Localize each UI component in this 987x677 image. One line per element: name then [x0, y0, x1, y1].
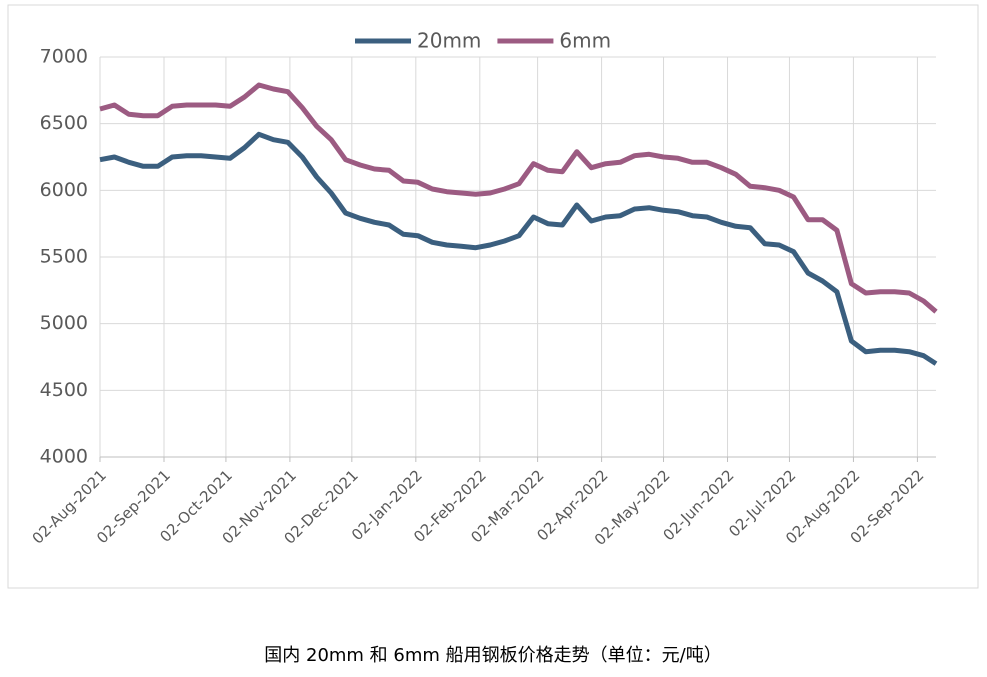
- y-tick-label: 5500: [40, 246, 88, 268]
- caption: 国内 20mm 和 6mm 船用钢板价格走势（单位：元/吨）: [264, 645, 721, 666]
- y-tick-label: 6500: [40, 112, 88, 134]
- legend-label: 20mm: [417, 29, 481, 53]
- series-line: [99, 82, 938, 314]
- y-tick-label: 4000: [40, 446, 88, 468]
- chart-frame: [7, 4, 979, 589]
- y-tick-label: 7000: [40, 46, 88, 68]
- y-tick-label: 4500: [40, 379, 88, 401]
- y-tick-label: 5000: [40, 312, 88, 334]
- series-line: [99, 131, 938, 366]
- legend-label: 6mm: [559, 29, 611, 53]
- y-tick-label: 6000: [40, 179, 88, 201]
